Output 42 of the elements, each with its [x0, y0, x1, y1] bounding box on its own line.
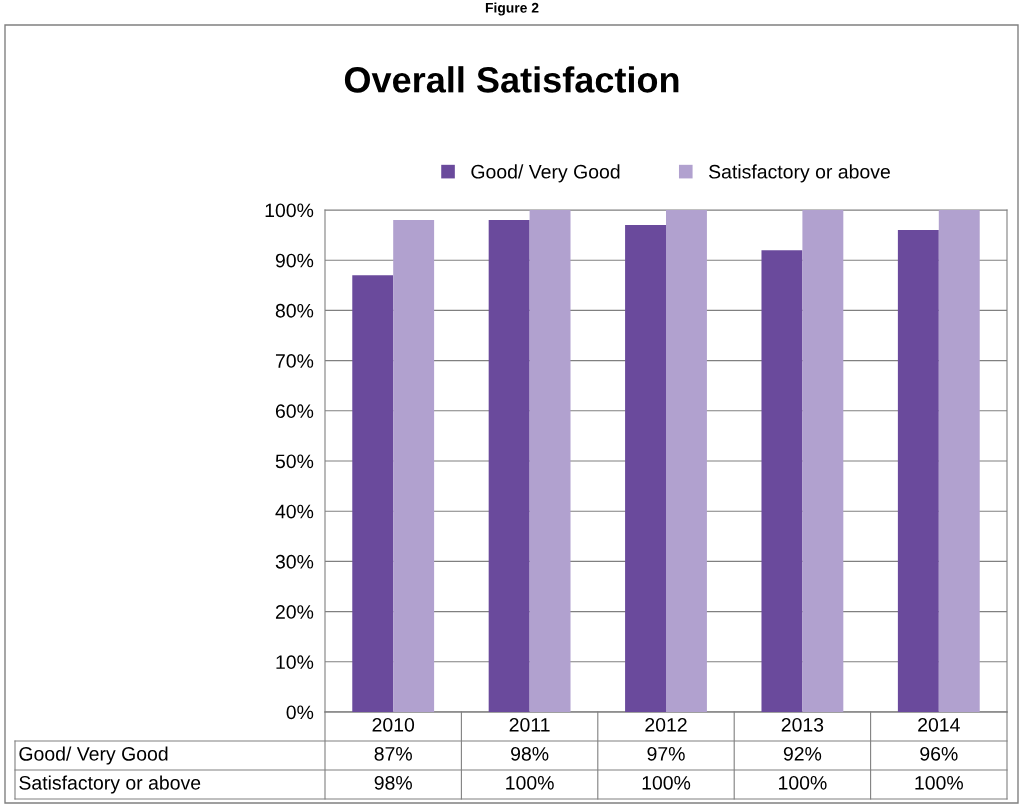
legend-label: Good/ Very Good — [471, 164, 620, 183]
data-label: 92% — [783, 746, 822, 761]
bar — [625, 225, 666, 712]
x-tick-label: 2012 — [645, 717, 687, 732]
bar — [529, 210, 571, 712]
y-tick-label: 0% — [286, 705, 314, 720]
data-label: 100% — [779, 775, 827, 790]
data-label: 97% — [647, 746, 685, 761]
text: Good/ Very Good — [19, 746, 168, 765]
data-label: 87% — [374, 746, 412, 761]
caption: Figure 2 — [485, 2, 539, 16]
x-tick-label: 2010 — [372, 717, 415, 732]
bar — [761, 250, 803, 712]
data-label: 98% — [374, 775, 412, 790]
x-tick-label: 2014 — [918, 717, 960, 732]
y-tick-label: 80% — [275, 303, 314, 318]
x-tick-label: 2011 — [509, 717, 550, 732]
data-label: 98% — [511, 746, 549, 761]
y-tick-label: 100% — [265, 203, 314, 218]
bar — [352, 275, 394, 712]
bar — [666, 210, 707, 712]
bar — [393, 220, 435, 712]
bar — [897, 230, 939, 712]
data-label: 100% — [642, 775, 691, 790]
y-tick-label: 10% — [276, 655, 314, 670]
x-tick-label: 2013 — [781, 717, 824, 732]
chart-title: Overall Satisfaction — [344, 66, 679, 93]
y-tick-label: 70% — [275, 354, 314, 368]
y-tick-label: 50% — [275, 454, 314, 469]
y-tick-label: 20% — [275, 605, 314, 619]
bar — [488, 220, 530, 712]
y-tick-label: 90% — [275, 253, 314, 268]
bar — [938, 210, 980, 712]
data-label: 100% — [915, 775, 963, 790]
data-label: 100% — [506, 775, 554, 790]
y-tick-label: 40% — [275, 504, 314, 519]
text: Satisfactory or above — [19, 775, 201, 794]
y-tick-label: 60% — [275, 404, 314, 419]
bar — [802, 210, 844, 712]
y-tick-label: 30% — [275, 554, 314, 569]
legend-label: Satisfactory or above — [709, 164, 890, 183]
data-label: 96% — [920, 746, 958, 761]
